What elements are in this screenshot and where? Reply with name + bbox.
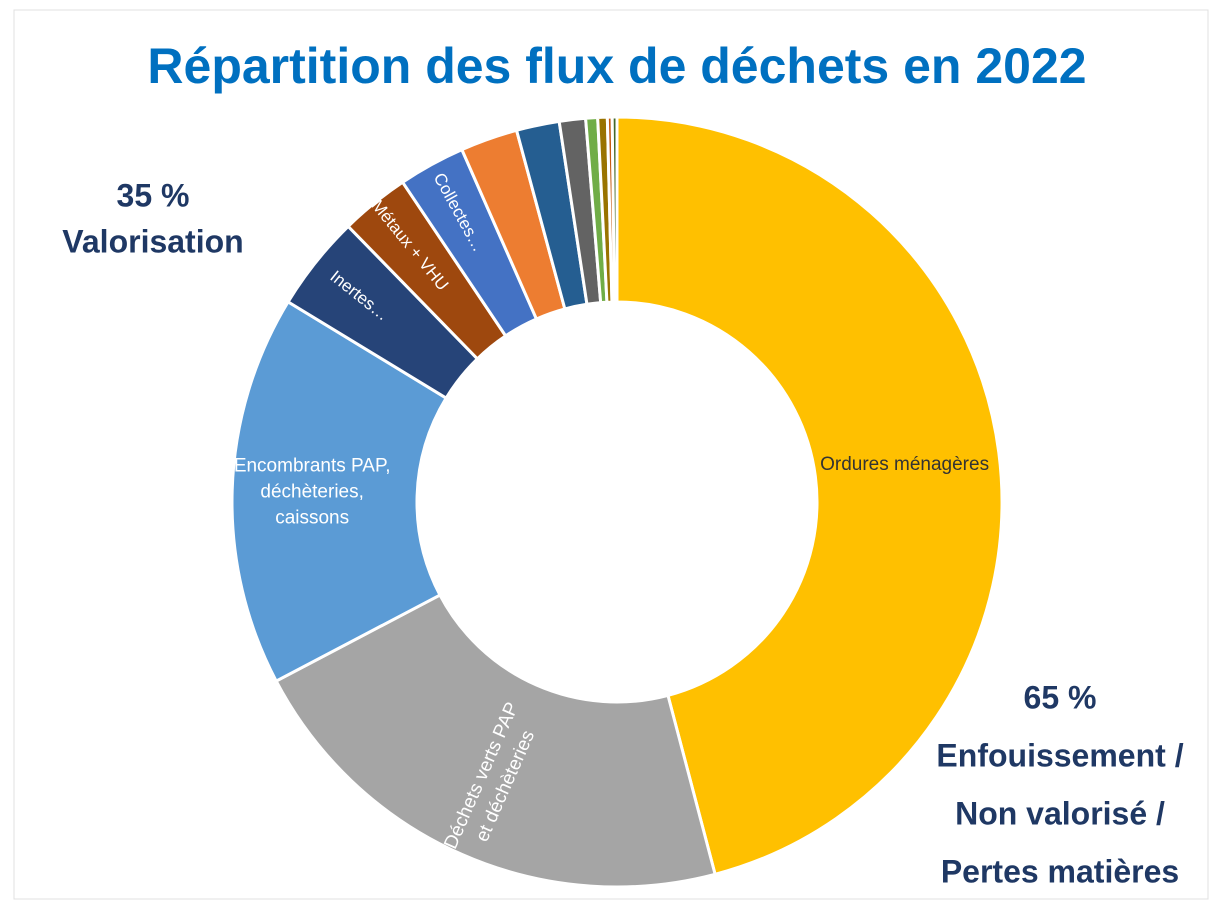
- annotation: Non valorisé /: [955, 795, 1165, 831]
- annotation: Pertes matières: [941, 853, 1179, 889]
- slice-label-line: déchèteries,: [260, 481, 364, 502]
- slice: [230, 299, 449, 684]
- slice-label: Encombrants PAP, déchèteries, caissons: [234, 455, 391, 528]
- slice-label-line: Encombrants PAP,: [234, 455, 391, 476]
- annotation: Valorisation: [62, 223, 243, 259]
- slice: [610, 115, 619, 304]
- slice-label-line: caissons: [275, 507, 349, 528]
- frame: [13, 9, 1209, 900]
- annotation: Enfouissement /: [936, 737, 1183, 773]
- slice-label: Ordures ménagères: [820, 454, 989, 475]
- chart-title: Répartition des flux de déchets en 2022: [147, 38, 1086, 94]
- annotation: 65 %: [1024, 679, 1097, 715]
- slice: [274, 593, 717, 889]
- slice: [615, 115, 1004, 877]
- annotation: 35 %: [117, 177, 190, 213]
